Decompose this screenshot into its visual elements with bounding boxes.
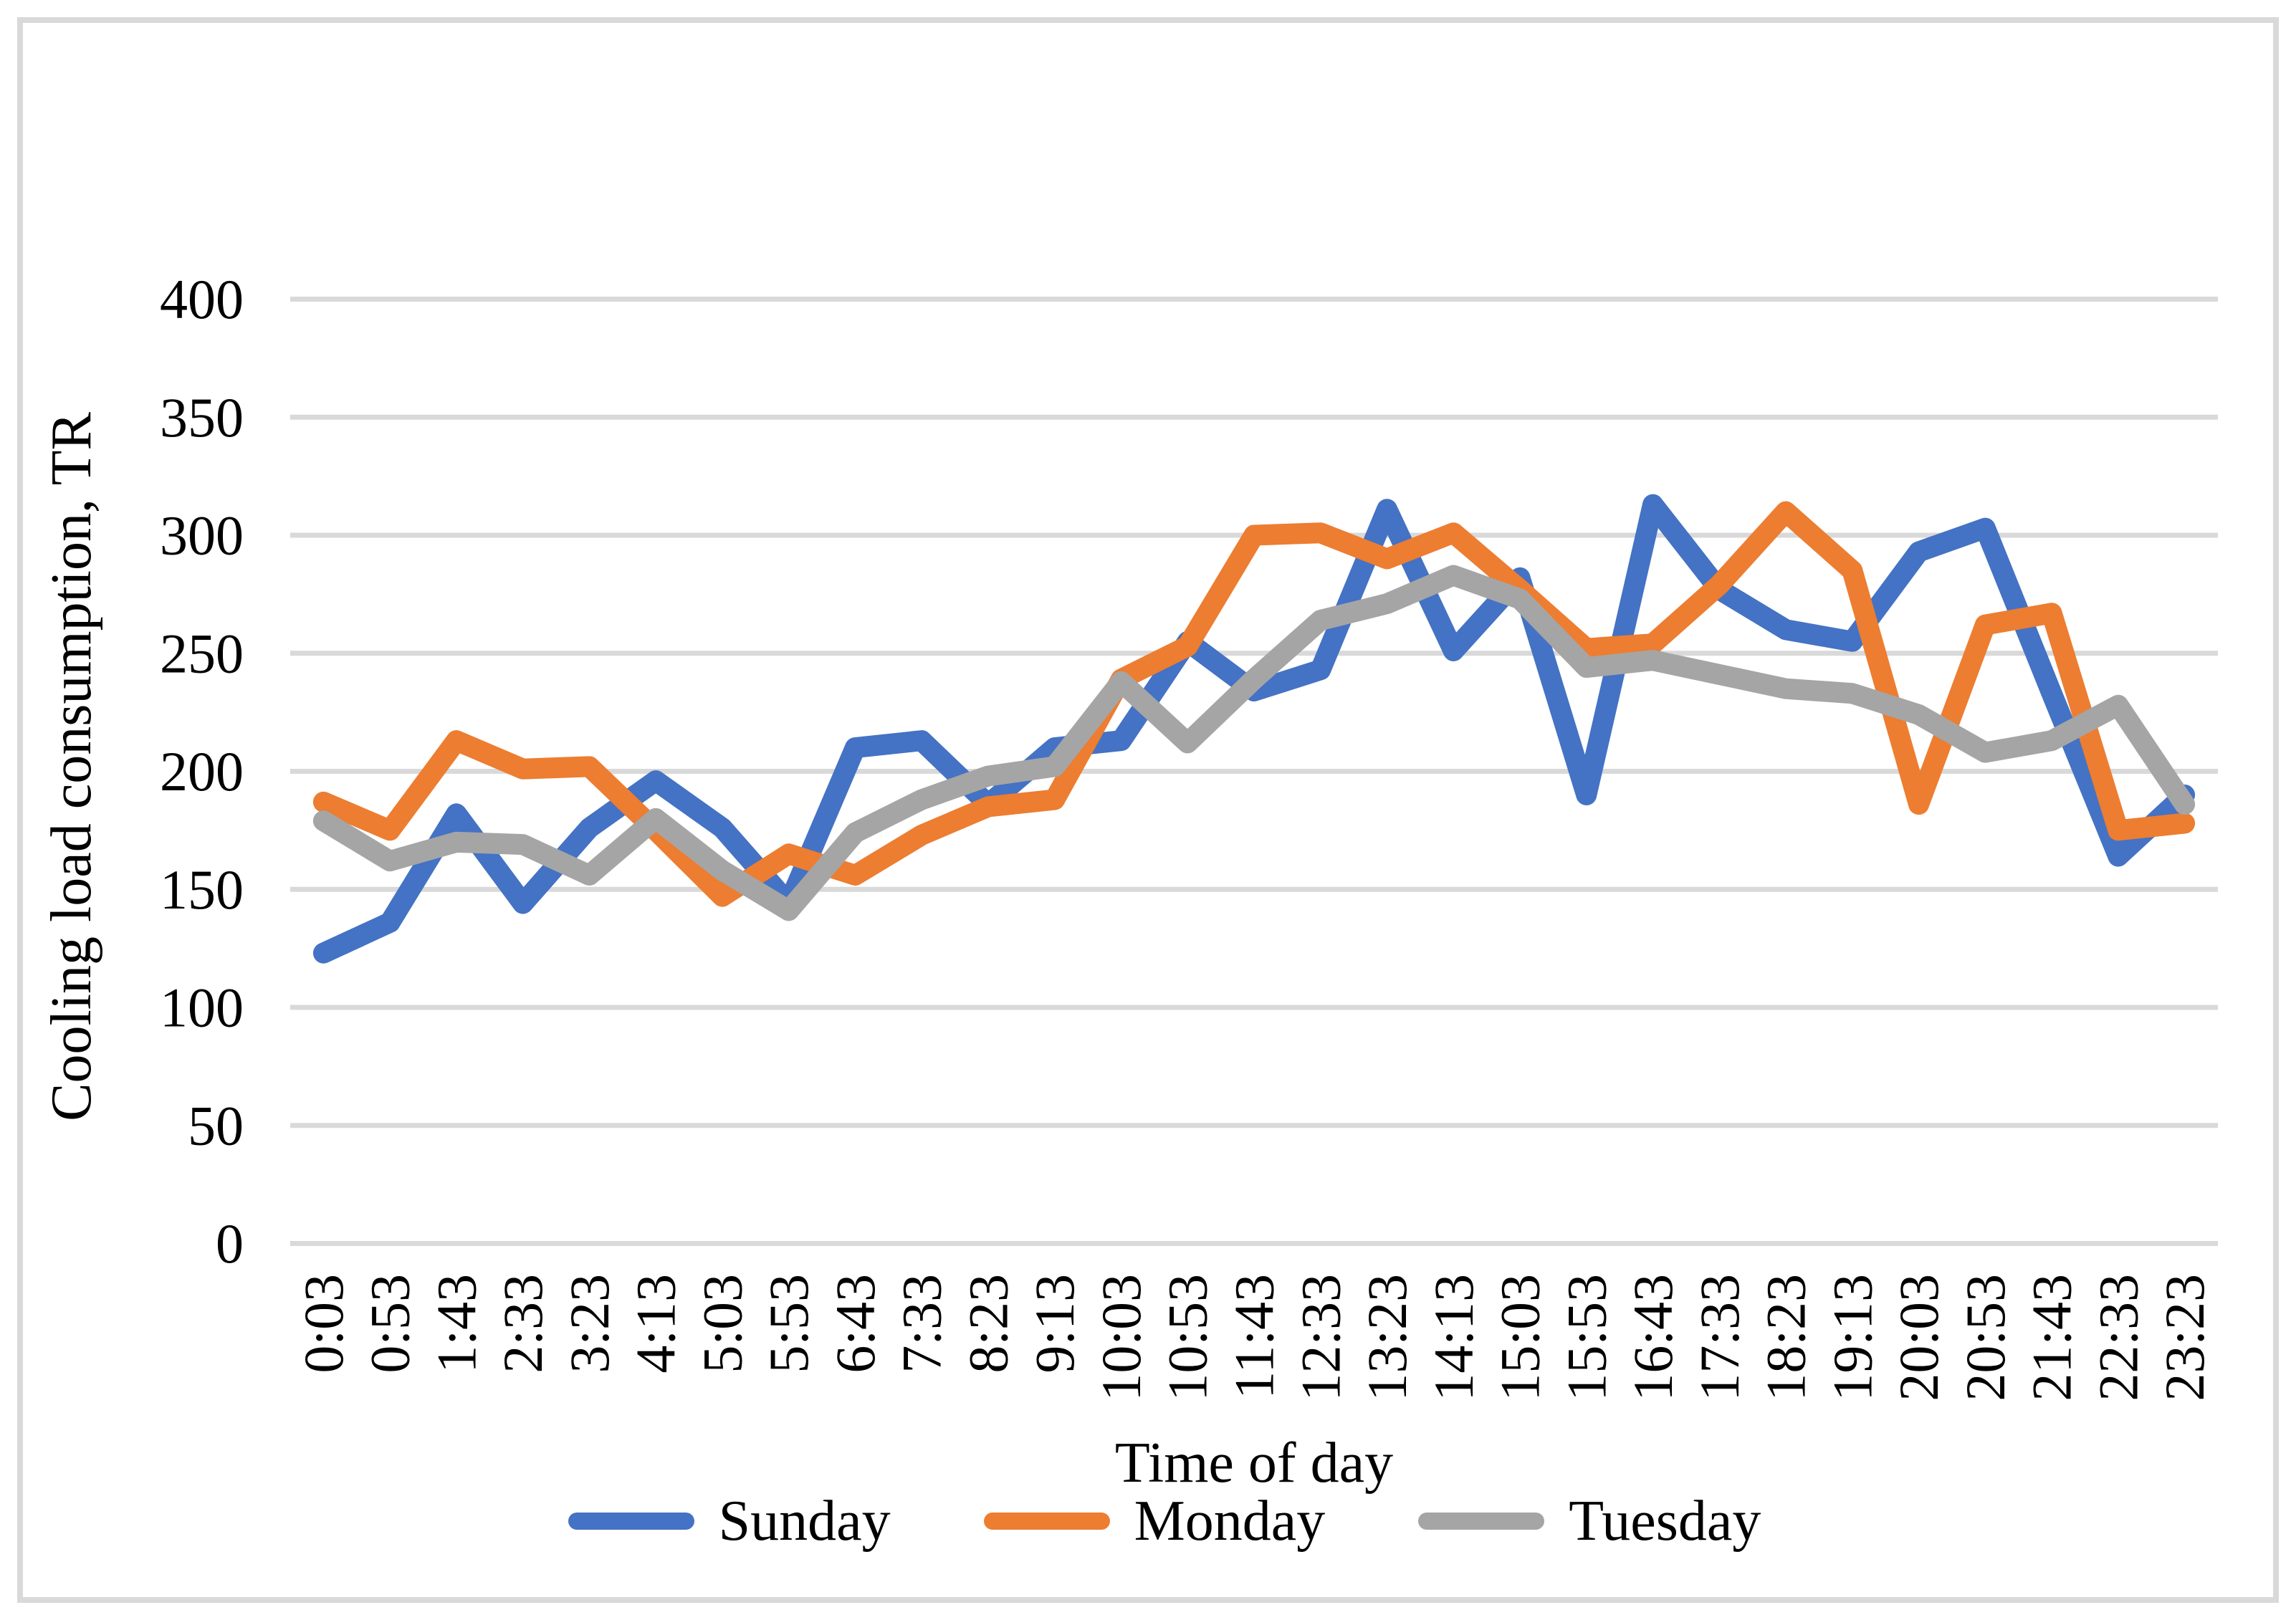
x-tick-label: 23:23 <box>2153 1274 2216 1401</box>
legend-swatch-monday <box>983 1513 1110 1530</box>
y-tick-label: 0 <box>216 1212 244 1275</box>
x-tick-label: 20:03 <box>1888 1274 1950 1401</box>
x-tick-label: 5:53 <box>757 1274 820 1374</box>
x-tick-label: 1:43 <box>425 1274 487 1374</box>
x-tick-label: 15:53 <box>1555 1274 1617 1401</box>
x-tick-label: 7:33 <box>891 1274 953 1374</box>
x-tick-label: 14:13 <box>1422 1274 1485 1401</box>
x-tick-label: 17:33 <box>1688 1274 1751 1401</box>
x-tick-label: 13:23 <box>1356 1274 1418 1401</box>
y-tick-label: 100 <box>160 977 244 1039</box>
x-tick-label: 22:33 <box>2087 1274 2149 1401</box>
y-tick-label: 200 <box>160 740 244 802</box>
legend-swatch-sunday <box>568 1513 694 1530</box>
x-tick-label: 12:33 <box>1289 1274 1352 1401</box>
y-axis-title: Cooling load consumption, TR <box>40 412 103 1121</box>
legend-label-monday: Monday <box>1134 1490 1326 1553</box>
series-line-monday <box>312 501 2196 907</box>
x-tick-label: 19:13 <box>1821 1274 1883 1401</box>
chart-frame <box>17 17 2279 1603</box>
y-tick-label: 300 <box>160 504 244 567</box>
x-tick-label: 8:23 <box>957 1274 1019 1374</box>
legend-label-tuesday: Tuesday <box>1569 1490 1761 1553</box>
x-tick-label: 3:23 <box>558 1274 621 1374</box>
x-tick-label: 16:43 <box>1622 1274 1684 1401</box>
x-tick-label: 0:53 <box>359 1274 421 1374</box>
legend-item-sunday: Sunday <box>568 1492 891 1550</box>
x-tick-label: 20:53 <box>1954 1274 2017 1401</box>
legend-swatch-tuesday <box>1418 1513 1545 1530</box>
x-tick-label: 9:13 <box>1023 1274 1086 1374</box>
x-tick-label: 11:43 <box>1223 1274 1286 1399</box>
x-tick-label: 10:03 <box>1090 1274 1152 1401</box>
y-tick-label: 350 <box>160 386 244 449</box>
x-tick-label: 21:43 <box>2021 1274 2083 1401</box>
legend-item-tuesday: Tuesday <box>1418 1492 1761 1550</box>
legend: Sunday Monday Tuesday <box>33 1482 2296 1561</box>
x-tick-label: 4:13 <box>625 1274 687 1374</box>
x-tick-label: 10:53 <box>1157 1274 1219 1401</box>
series-line-tuesday <box>312 565 2196 921</box>
x-tick-label: 5:03 <box>691 1274 753 1374</box>
y-tick-label: 400 <box>160 268 244 330</box>
x-tick-label: 18:23 <box>1755 1274 1817 1401</box>
legend-label-sunday: Sunday <box>718 1490 891 1553</box>
legend-item-monday: Monday <box>983 1490 1326 1553</box>
x-axis-title: Time of day <box>1114 1432 1394 1495</box>
x-tick-label: 2:33 <box>492 1274 554 1374</box>
y-tick-label: 150 <box>160 858 244 921</box>
y-tick-label: 50 <box>188 1094 244 1156</box>
x-tick-label: 6:43 <box>824 1274 886 1374</box>
x-tick-label: 15:03 <box>1489 1274 1551 1401</box>
x-tick-label: 0:03 <box>292 1274 355 1374</box>
y-tick-label: 250 <box>160 622 244 684</box>
